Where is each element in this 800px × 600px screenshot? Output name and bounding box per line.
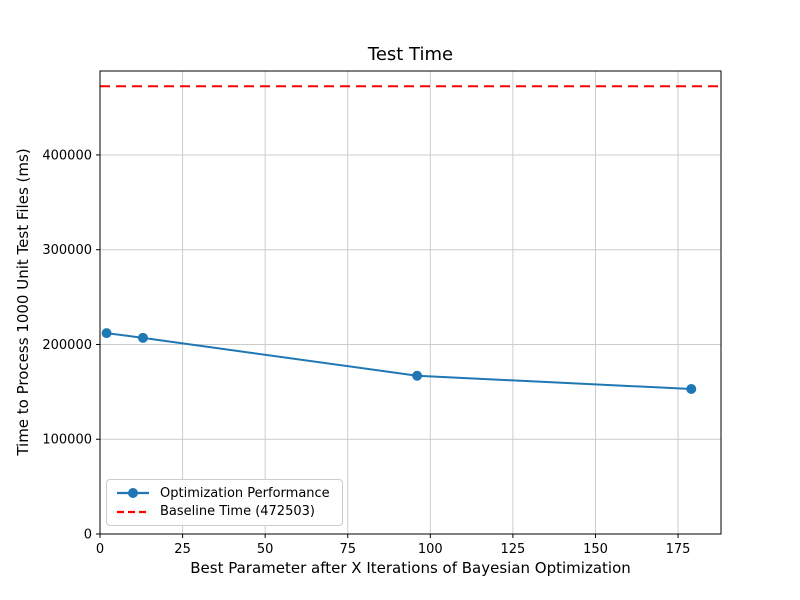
y-tick-label: 100000 xyxy=(42,433,92,448)
x-tick-label: 75 xyxy=(339,542,356,557)
optimization-line xyxy=(106,332,692,391)
data-point-marker xyxy=(137,332,148,343)
x-tick-label: 0 xyxy=(96,542,104,557)
legend-label: Baseline Time (472503) xyxy=(160,504,315,520)
y-tick-label: 400000 xyxy=(42,148,92,163)
x-tick-label: 175 xyxy=(666,542,691,557)
data-point-marker xyxy=(412,370,423,381)
x-tick-label: 25 xyxy=(174,542,191,557)
legend-item-baseline-time: Baseline Time (472503) xyxy=(116,503,330,522)
y-tick-label: 0 xyxy=(84,528,92,543)
chart-title: Test Time xyxy=(367,44,454,65)
data-point-marker xyxy=(686,384,697,395)
x-axis-label: Best Parameter after X Iterations of Bay… xyxy=(190,559,631,577)
legend-item-optimization-performance: Optimization Performance xyxy=(116,484,330,503)
x-tick-label: 125 xyxy=(500,542,525,557)
dashed-line-sample-icon xyxy=(117,510,149,513)
x-tick-label: 50 xyxy=(257,542,274,557)
data-point-marker xyxy=(101,328,112,339)
x-tick-label: 150 xyxy=(583,542,608,557)
y-axis-label: Time to Process 1000 Unit Test Files (ms… xyxy=(14,148,32,456)
y-tick-label: 200000 xyxy=(42,338,92,353)
y-tick-label: 300000 xyxy=(42,243,92,258)
axes-frame xyxy=(99,70,722,535)
x-tick-label: 100 xyxy=(418,542,443,557)
legend-label: Optimization Performance xyxy=(160,485,330,501)
legend: Optimization Performance Baseline Time (… xyxy=(106,479,343,526)
line-marker-sample-icon xyxy=(117,488,149,499)
